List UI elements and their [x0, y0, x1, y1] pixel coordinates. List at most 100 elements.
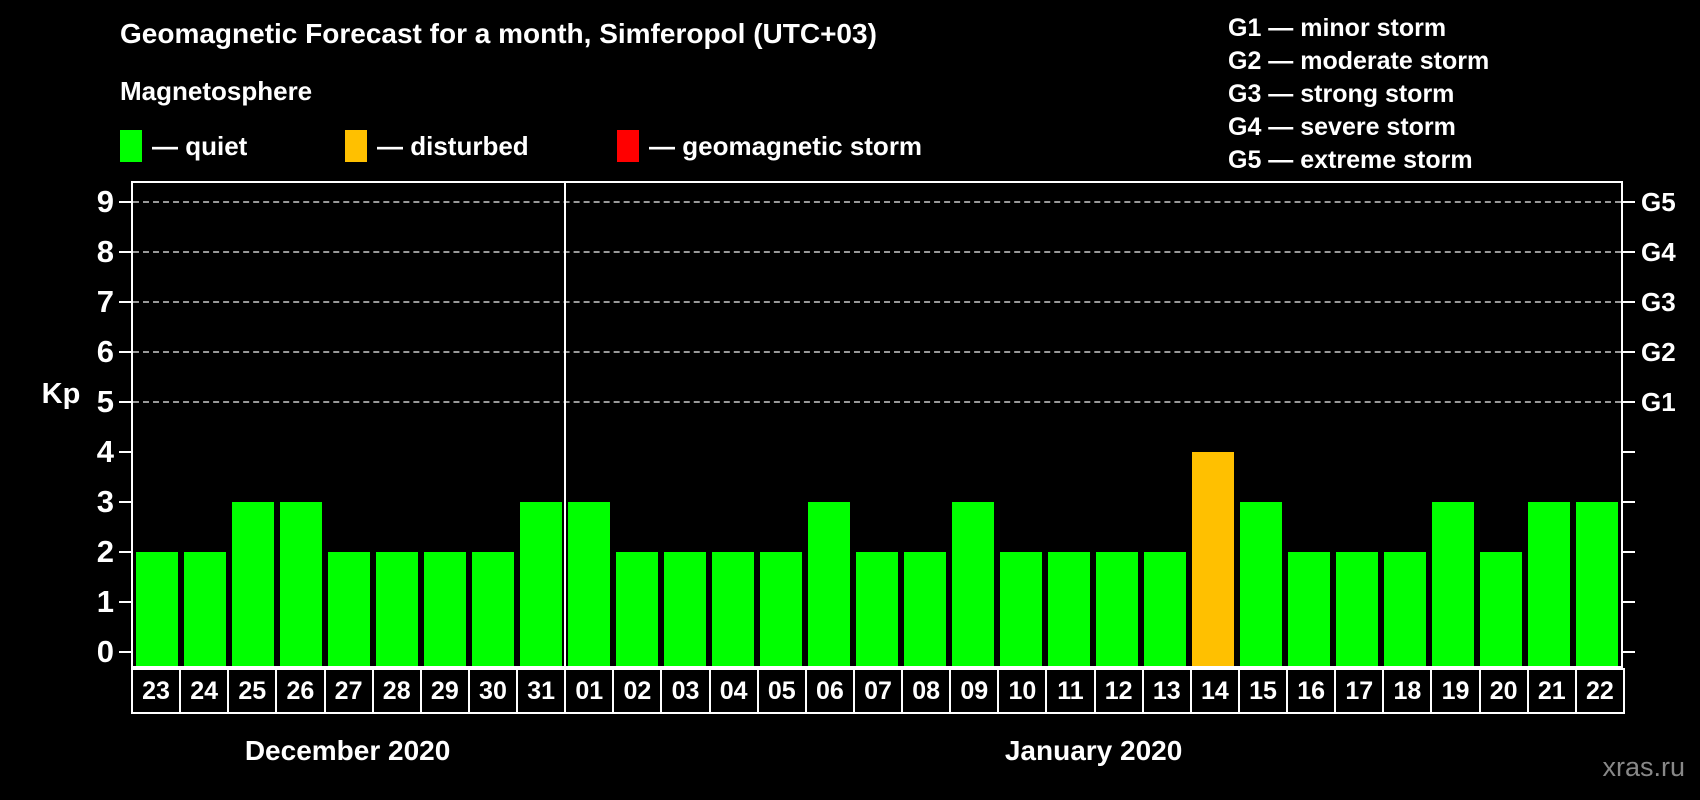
month-label-january: January 2020	[1004, 735, 1183, 766]
bar-day-30	[472, 552, 514, 666]
y-tick-right-3	[1623, 501, 1635, 503]
bar-day-26	[280, 502, 322, 666]
bar-day-17	[1336, 552, 1378, 666]
bar-day-15	[1240, 502, 1282, 666]
legend-label-storm: — geomagnetic storm	[649, 130, 923, 161]
y-tick-label-8: 8	[96, 234, 114, 269]
bar-day-01	[568, 502, 610, 666]
date-cell-22: 22	[1574, 668, 1625, 714]
y-tick-label-3: 3	[96, 484, 114, 519]
bar-day-02	[616, 552, 658, 666]
date-cell-29: 29	[419, 668, 470, 714]
g-scale-legend: G1 — minor storm G2 — moderate storm G3 — …	[1228, 12, 1489, 177]
y-tick-right-4	[1623, 451, 1635, 453]
bar-day-11	[1048, 552, 1090, 666]
y-tick-label-5: 5	[96, 384, 114, 419]
month-separator-line	[564, 183, 566, 666]
y-tick-left-0	[119, 651, 131, 653]
date-cell-16: 16	[1286, 668, 1337, 714]
date-cell-05: 05	[756, 668, 807, 714]
y-axis-title: Kp	[41, 378, 81, 410]
bar-day-29	[424, 552, 466, 666]
g-legend-line-5: G5 — extreme storm	[1228, 146, 1473, 174]
g-axis-label-G3: G3	[1641, 287, 1676, 317]
g-legend-line-2: G2 — moderate storm	[1228, 47, 1490, 75]
date-cell-25: 25	[227, 668, 278, 714]
date-cell-04: 04	[708, 668, 759, 714]
bar-day-31	[520, 502, 562, 666]
bar-day-09	[952, 502, 994, 666]
bar-day-08	[904, 552, 946, 666]
y-tick-left-2	[119, 551, 131, 553]
y-tick-left-7	[119, 301, 131, 303]
quiet-swatch-icon	[120, 130, 142, 162]
y-tick-right-2	[1623, 551, 1635, 553]
g-axis-label-G4: G4	[1641, 237, 1676, 267]
date-cell-12: 12	[1093, 668, 1144, 714]
g-axis-label-G5: G5	[1641, 187, 1676, 217]
date-cell-10: 10	[997, 668, 1048, 714]
bar-day-18	[1384, 552, 1426, 666]
bar-day-24	[184, 552, 226, 666]
date-cell-09: 09	[949, 668, 1000, 714]
bar-day-16	[1288, 552, 1330, 666]
y-tick-label-4: 4	[96, 434, 114, 469]
legend-item-quiet: — quiet	[120, 129, 247, 163]
watermark: xras.ru	[1602, 752, 1685, 782]
gridline-kp5	[133, 401, 1621, 403]
date-cell-21: 21	[1526, 668, 1577, 714]
gridline-kp7	[133, 301, 1621, 303]
date-cell-19: 19	[1430, 668, 1481, 714]
date-cell-11: 11	[1045, 668, 1096, 714]
y-tick-label-0: 0	[96, 634, 114, 669]
bar-day-22	[1576, 502, 1618, 666]
g-legend-line-3: G3 — strong storm	[1228, 80, 1455, 108]
y-tick-right-6	[1623, 351, 1635, 353]
storm-swatch-icon	[617, 130, 639, 162]
gridline-kp8	[133, 251, 1621, 253]
y-tick-right-9	[1623, 201, 1635, 203]
y-tick-label-7: 7	[96, 284, 114, 319]
chart-title: Geomagnetic Forecast for a month, Simfer…	[120, 18, 877, 49]
date-cell-01: 01	[564, 668, 615, 714]
date-cell-17: 17	[1334, 668, 1385, 714]
y-tick-left-1	[119, 601, 131, 603]
y-tick-right-8	[1623, 251, 1635, 253]
g-axis-label-G1: G1	[1641, 387, 1676, 417]
y-tick-left-8	[119, 251, 131, 253]
gridline-kp6	[133, 351, 1621, 353]
legend-label-disturbed: — disturbed	[377, 130, 529, 161]
y-tick-left-4	[119, 451, 131, 453]
y-tick-label-2: 2	[96, 534, 114, 569]
date-cell-08: 08	[901, 668, 952, 714]
bar-day-21	[1528, 502, 1570, 666]
bar-day-20	[1480, 552, 1522, 666]
bar-day-13	[1144, 552, 1186, 666]
date-cell-26: 26	[275, 668, 326, 714]
y-tick-label-6: 6	[96, 334, 114, 369]
bar-day-12	[1096, 552, 1138, 666]
y-tick-label-9: 9	[96, 184, 114, 219]
bar-day-10	[1000, 552, 1042, 666]
y-tick-right-1	[1623, 601, 1635, 603]
date-cell-24: 24	[179, 668, 230, 714]
date-cell-23: 23	[131, 668, 182, 714]
bar-day-06	[808, 502, 850, 666]
g-legend-line-4: G4 — severe storm	[1228, 113, 1456, 141]
date-cell-03: 03	[660, 668, 711, 714]
disturbed-swatch-icon	[345, 130, 367, 162]
legend-label-quiet: — quiet	[152, 130, 248, 161]
bar-day-28	[376, 552, 418, 666]
date-cell-15: 15	[1237, 668, 1289, 714]
bar-day-07	[856, 552, 898, 666]
bar-day-27	[328, 552, 370, 666]
bar-day-05	[760, 552, 802, 666]
bar-day-19	[1432, 502, 1474, 666]
date-cell-13: 13	[1141, 668, 1192, 714]
y-tick-right-0	[1623, 651, 1635, 653]
bar-day-14	[1192, 452, 1234, 666]
date-cell-27: 27	[323, 668, 374, 714]
legend-item-disturbed: — disturbed	[345, 129, 529, 163]
date-cell-28: 28	[371, 668, 422, 714]
